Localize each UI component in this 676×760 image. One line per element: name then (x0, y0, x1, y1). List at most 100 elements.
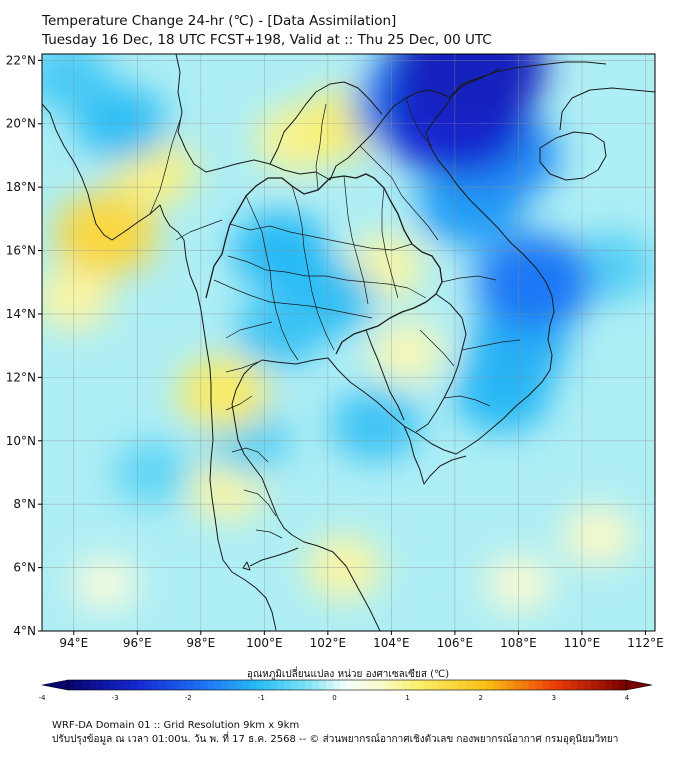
colorbar-segment (193, 680, 201, 690)
colorbar-segment (200, 680, 208, 690)
y-tick-label: 20°N (6, 117, 36, 131)
border-malaysia-thailand (249, 547, 299, 567)
colorbar-segment (74, 680, 83, 690)
colorbar-segment (472, 680, 480, 690)
latitude-axis: 22°N 20°N 18°N 16°N 14°N 12°N 10°N 8°N 6°N 4°N (6, 53, 42, 638)
y-tick-label: 22°N (6, 53, 36, 67)
colorbar-max-extension (625, 679, 653, 691)
field-feature (112, 439, 194, 506)
colorbar-segment (109, 680, 118, 690)
colorbar-segment (319, 680, 327, 690)
y-tick-label: 18°N (6, 180, 36, 194)
colorbar-segment (340, 680, 348, 690)
colorbar-segment (556, 680, 564, 690)
field-feature (395, 54, 546, 129)
colorbar-min-extension (41, 679, 69, 691)
map-boundaries (42, 54, 655, 631)
x-tick-label: 102°E (310, 636, 347, 650)
colorbar-segment (493, 680, 501, 690)
colorbar-segment (360, 680, 369, 690)
colorbar-segment (458, 680, 466, 690)
colorbar-segment (563, 680, 571, 690)
field-feature (562, 506, 634, 566)
border-laos-north (269, 81, 383, 165)
y-tick-label: 10°N (6, 434, 36, 448)
colorbar-tick-label: 4 (625, 694, 630, 702)
x-tick-label: 96°E (123, 636, 152, 650)
field-feature (72, 556, 139, 611)
colorbar-segment (577, 680, 585, 690)
x-tick-label: 98°E (186, 636, 215, 650)
colorbar-segment (535, 680, 543, 690)
colorbar-segment (542, 680, 550, 690)
colorbar-segment (528, 680, 536, 690)
colorbar-segment (242, 680, 250, 690)
colorbar-segment (507, 680, 515, 690)
colorbar-segment (130, 680, 139, 690)
map-title: Temperature Change 24-hr (℃) - [Data Ass… (41, 13, 396, 29)
map-subtitle: Tuesday 16 Dec, 18 UTC FCST+198, Valid a… (41, 32, 492, 48)
border-myanmar-china (175, 54, 331, 181)
colorbar-segment (444, 680, 453, 690)
colorbar-segment (95, 680, 104, 690)
colorbar-segment (263, 680, 271, 690)
colorbar-segment (298, 680, 306, 690)
border-laos-vietnam (329, 89, 451, 181)
x-tick-label: 100°E (246, 636, 283, 650)
colorbar-segment (186, 680, 194, 690)
island-penang-area (242, 561, 251, 571)
colorbar-segment (291, 680, 299, 690)
colorbar-segment (172, 680, 180, 690)
colorbar-segment (416, 680, 425, 690)
colorbar-segment (207, 680, 215, 690)
colorbar-segment (598, 680, 606, 690)
colorbar-tick-label: -3 (112, 694, 119, 702)
y-tick-label: 8°N (13, 497, 36, 511)
border-thailand (205, 173, 443, 355)
colorbar-segment (465, 680, 473, 690)
field-feature (177, 356, 269, 431)
colorbar-segment (256, 680, 264, 690)
colorbar-segment (235, 680, 243, 690)
colorbar-tick-label: -1 (258, 694, 265, 702)
colorbar-segment (591, 680, 599, 690)
colorbar-segment (179, 680, 187, 690)
colorbar-tick-label: 0 (332, 694, 336, 702)
colorbar-segment (486, 680, 494, 690)
x-tick-label: 94°E (59, 636, 88, 650)
footer-model-info: WRF-DA Domain 01 :: Grid Resolution 9km … (52, 720, 299, 731)
y-tick-label: 14°N (6, 307, 36, 321)
colorbar-segment (500, 680, 508, 690)
colorbar-segment (305, 680, 313, 690)
colorbar-segment (402, 680, 411, 690)
coastline-myanmar-west (42, 103, 277, 631)
colorbar-segment (451, 680, 459, 690)
colorbar-segment (228, 680, 236, 690)
map-panel (41, 53, 656, 632)
coastline-gulf-of-thailand (231, 61, 607, 631)
colorbar-segment (479, 680, 487, 690)
colorbar-segment (367, 680, 376, 690)
colorbar-label: อุณหภูมิเปลี่ยนแปลง หน่วย องศาเซลเซียส (… (247, 666, 449, 680)
map-frame (41, 53, 656, 632)
coastline-hainan (539, 131, 607, 181)
colorbar-segment (81, 680, 90, 690)
colorbar-segment (605, 680, 613, 690)
colorbar-segment (423, 680, 432, 690)
colorbar-tick-label: 3 (552, 694, 556, 702)
border-cambodia-thailand-south (365, 329, 405, 421)
colorbar-tick-label: 1 (405, 694, 409, 702)
x-tick-label: 106°E (437, 636, 474, 650)
colorbar-segment (326, 680, 334, 690)
colorbar-segment (277, 680, 285, 690)
y-tick-label: 12°N (6, 370, 36, 384)
colorbar-segment (619, 680, 627, 690)
field-feature (53, 192, 158, 277)
colorbar-segment (270, 680, 278, 690)
colorbar-segment (430, 680, 439, 690)
colorbar-segment (214, 680, 222, 690)
colorbar-tick-label: 2 (479, 694, 483, 702)
colorbar-segment (102, 680, 111, 690)
